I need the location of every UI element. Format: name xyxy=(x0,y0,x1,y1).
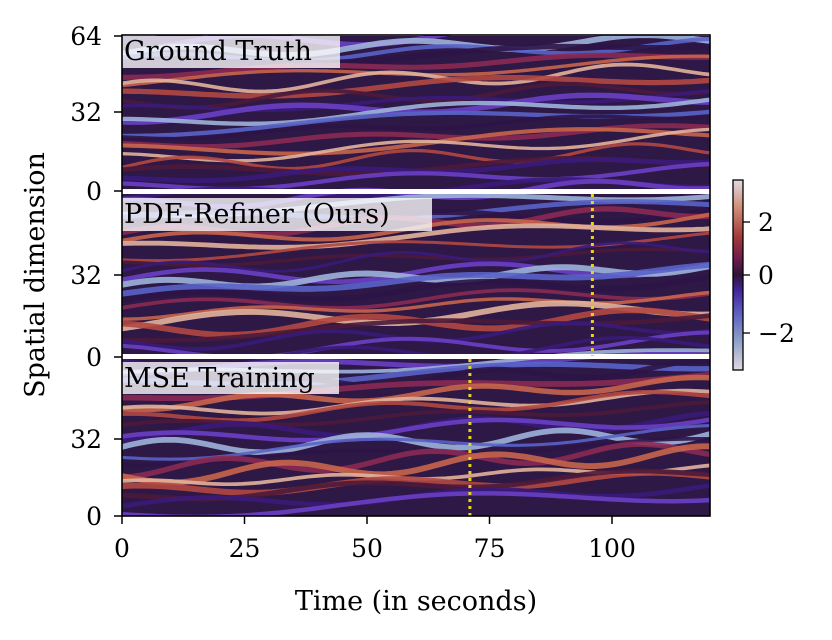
field-band xyxy=(122,62,710,94)
panel-label-text: MSE Training xyxy=(124,363,315,394)
field-band xyxy=(122,157,710,184)
field-band xyxy=(122,290,710,321)
panel-label-pde-refiner: PDE-Refiner (Ours) xyxy=(122,198,432,231)
y-tick-label: 32 xyxy=(70,98,102,127)
field-band xyxy=(122,97,710,126)
y-tick-label: 32 xyxy=(70,425,102,454)
field-band xyxy=(122,142,710,171)
y-axis: 64 32 0 32 0 32 0 xyxy=(70,22,122,531)
panel-label-mse-training: MSE Training xyxy=(122,362,339,394)
panel-separator xyxy=(122,354,710,359)
field-band xyxy=(122,241,710,273)
panel-separator xyxy=(122,189,710,194)
field-band xyxy=(122,313,710,343)
field-band xyxy=(122,74,710,99)
divergence-markers xyxy=(468,194,594,516)
heatmap xyxy=(122,35,710,516)
field-band xyxy=(122,374,710,413)
panel-label-text: PDE-Refiner (Ours) xyxy=(124,199,390,230)
field-band xyxy=(122,288,710,310)
field-band xyxy=(122,89,710,112)
x-axis: 0 25 50 75 100 xyxy=(114,516,636,563)
field-band xyxy=(122,127,710,156)
x-tick-label: 100 xyxy=(588,534,636,563)
field-band xyxy=(122,491,710,516)
x-tick-label: 75 xyxy=(474,534,506,563)
y-tick-label: 0 xyxy=(86,502,102,531)
x-tick-label: 25 xyxy=(229,534,261,563)
panel-label-ground-truth: Ground Truth xyxy=(122,36,340,68)
x-axis-label: Time (in seconds) xyxy=(295,586,537,617)
colorbar-gradient xyxy=(732,179,744,371)
colorbar-tick-label: −2 xyxy=(758,319,795,348)
colorbar-tick-label: 2 xyxy=(758,208,774,237)
field-band xyxy=(122,400,710,427)
y-tick-label: 32 xyxy=(70,261,102,290)
field-band xyxy=(122,388,710,416)
panel-mse-training xyxy=(122,336,710,516)
x-tick-label: 50 xyxy=(351,534,383,563)
y-tick-label: 0 xyxy=(86,177,102,206)
field-band xyxy=(122,417,710,443)
y-tick-label: 64 xyxy=(70,22,102,51)
panel-label-text: Ground Truth xyxy=(124,36,312,67)
field-band xyxy=(122,443,710,486)
y-axis-label: Spatial dimension xyxy=(20,152,51,398)
field-band xyxy=(122,261,710,297)
y-tick-label: 0 xyxy=(86,343,102,372)
field-band xyxy=(122,469,710,496)
field-band xyxy=(122,223,710,250)
field-band xyxy=(122,441,710,480)
x-tick-label: 0 xyxy=(114,534,130,563)
colorbar-tick-label: 0 xyxy=(758,261,774,290)
field-band xyxy=(122,114,710,141)
field-band xyxy=(122,274,710,303)
colorbar: 2 0 −2 xyxy=(732,179,795,371)
field-band xyxy=(122,52,710,80)
